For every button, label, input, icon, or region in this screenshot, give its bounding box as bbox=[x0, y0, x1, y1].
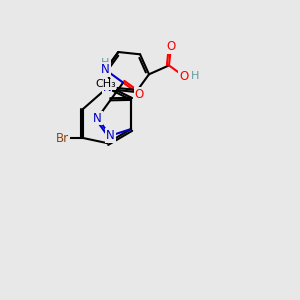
Text: CH₃: CH₃ bbox=[95, 79, 116, 89]
Text: H: H bbox=[101, 58, 110, 68]
Text: O: O bbox=[166, 40, 176, 53]
Text: N: N bbox=[103, 81, 112, 94]
Text: O: O bbox=[179, 70, 189, 83]
Text: N: N bbox=[93, 112, 102, 124]
Text: N: N bbox=[101, 63, 110, 76]
Text: Br: Br bbox=[56, 131, 69, 145]
Text: H: H bbox=[191, 71, 199, 81]
Text: N: N bbox=[106, 129, 115, 142]
Text: O: O bbox=[134, 88, 144, 101]
